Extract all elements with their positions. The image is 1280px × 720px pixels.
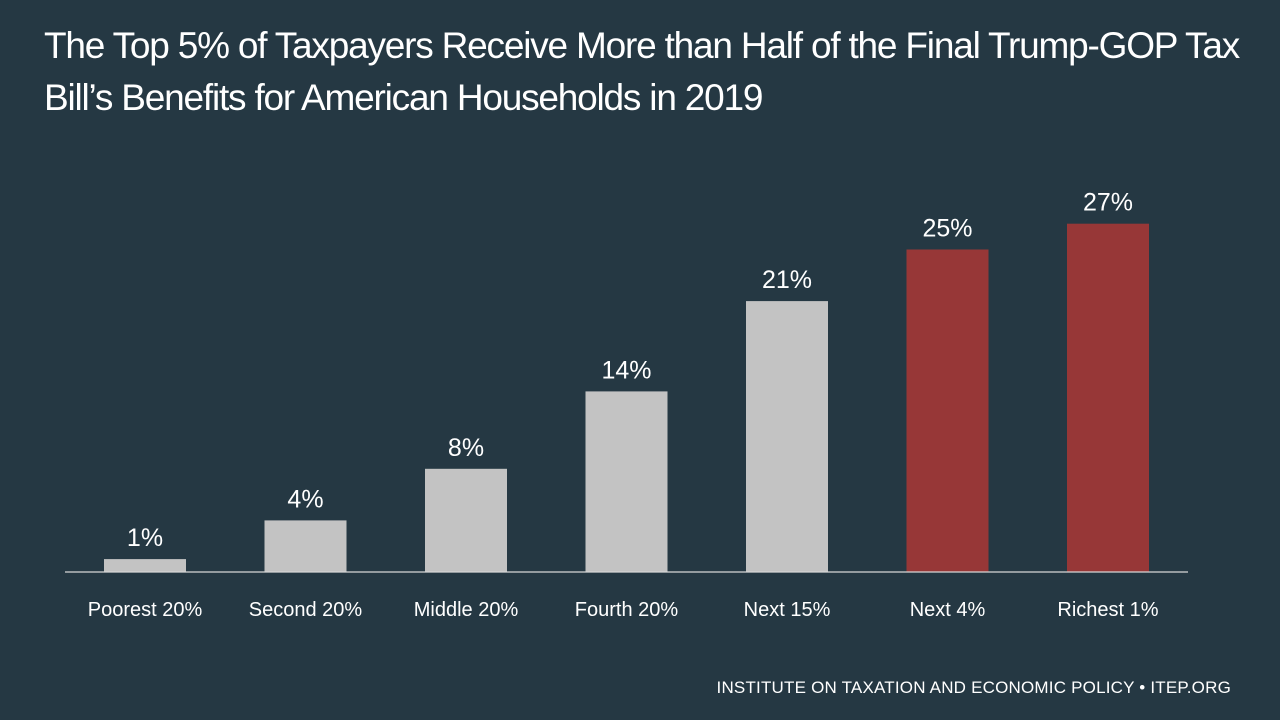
value-labels-group: 1% 4% 8% 14% 21% 25% 27% [127, 189, 1133, 552]
value-label-4: 21% [762, 266, 812, 294]
bar-4 [746, 301, 828, 572]
value-label-3: 14% [601, 356, 651, 384]
value-label-2: 8% [448, 434, 484, 462]
bars-group [104, 223, 1149, 572]
category-labels-group: Poorest 20% Second 20% Middle 20% Fourth 20… [88, 599, 1159, 621]
bar-1 [264, 520, 347, 572]
bar-5 [906, 249, 989, 572]
value-label-5: 25% [922, 215, 972, 243]
category-label-5: Next 4% [910, 599, 986, 621]
source-footer: INSTITUTE ON TAXATION AND ECONOMIC POLIC… [716, 678, 1231, 697]
value-label-6: 27% [1083, 189, 1133, 217]
chart-title: The Top 5% of Taxpayers Receive More tha… [44, 25, 1240, 118]
value-label-0: 1% [127, 524, 163, 552]
bar-6 [1067, 223, 1149, 572]
category-label-3: Fourth 20% [575, 599, 679, 621]
bar-0 [104, 559, 186, 572]
category-label-2: Middle 20% [414, 599, 519, 621]
category-label-6: Richest 1% [1057, 599, 1158, 621]
bar-3 [585, 391, 668, 572]
value-label-1: 4% [287, 485, 323, 513]
category-label-4: Next 15% [744, 599, 831, 621]
category-label-0: Poorest 20% [88, 599, 203, 621]
category-label-1: Second 20% [249, 599, 363, 621]
bar-2 [425, 468, 507, 572]
